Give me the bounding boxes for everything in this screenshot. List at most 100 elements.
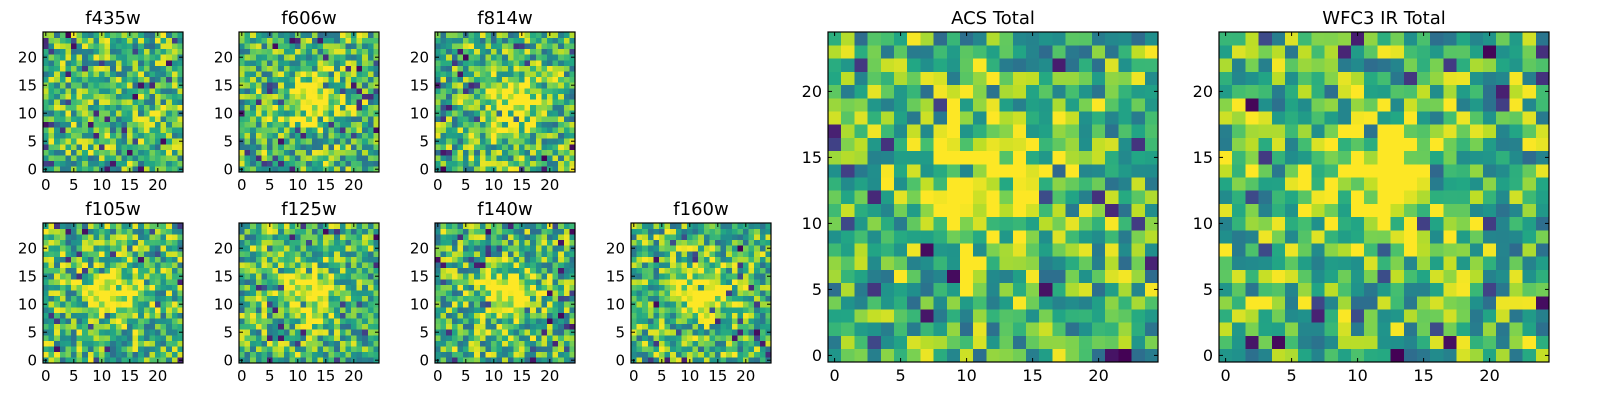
heatmap-cell bbox=[250, 251, 257, 257]
heatmap-cell bbox=[323, 54, 329, 61]
heatmap-cell bbox=[1092, 309, 1106, 323]
heatmap-cell bbox=[65, 121, 72, 128]
heatmap-cell bbox=[138, 93, 145, 100]
heatmap-cell bbox=[261, 144, 268, 150]
heatmap-cell bbox=[496, 335, 503, 341]
axes-frame bbox=[238, 222, 380, 364]
heatmap-cell bbox=[76, 228, 83, 235]
heatmap-cell bbox=[946, 348, 961, 363]
heatmap-cell bbox=[986, 243, 1000, 257]
heatmap-cell bbox=[715, 346, 721, 353]
heatmap-cell bbox=[664, 279, 671, 285]
heatmap-cell bbox=[485, 65, 492, 72]
heatmap-cell bbox=[328, 138, 335, 145]
heatmap-cell bbox=[121, 65, 128, 72]
heatmap-cell bbox=[54, 76, 61, 83]
heatmap-cell bbox=[748, 357, 755, 364]
heatmap-cell bbox=[737, 290, 744, 297]
heatmap-cell bbox=[541, 144, 548, 150]
heatmap-cell bbox=[647, 340, 654, 347]
heatmap-cell bbox=[754, 234, 761, 241]
heatmap-cell bbox=[496, 127, 503, 134]
heatmap-cell bbox=[748, 290, 755, 297]
heatmap-cell bbox=[334, 223, 341, 229]
heatmap-cell bbox=[345, 99, 352, 106]
heatmap-cell bbox=[960, 203, 974, 218]
heatmap-cell bbox=[171, 290, 178, 297]
heatmap-cell bbox=[177, 37, 184, 44]
heatmap-cell bbox=[87, 160, 94, 167]
heatmap-cell bbox=[295, 279, 301, 285]
heatmap-cell bbox=[569, 93, 576, 100]
heatmap-cell bbox=[485, 132, 492, 139]
heatmap-cell bbox=[507, 149, 514, 156]
heatmap-cell bbox=[244, 48, 251, 55]
heatmap-cell bbox=[177, 267, 184, 274]
heatmap-cell bbox=[759, 335, 766, 341]
heatmap-cell bbox=[177, 312, 184, 319]
heatmap-cell bbox=[138, 346, 145, 353]
heatmap-cell bbox=[76, 99, 83, 106]
heatmap-cell bbox=[1065, 348, 1080, 363]
heatmap-cell bbox=[334, 267, 341, 274]
heatmap-cell bbox=[127, 116, 133, 122]
heatmap-cell bbox=[65, 88, 72, 94]
heatmap-cell bbox=[867, 177, 882, 191]
heatmap-cell bbox=[59, 307, 66, 313]
heatmap-cell bbox=[530, 223, 537, 229]
heatmap-cell bbox=[121, 301, 128, 308]
heatmap-cell bbox=[351, 251, 357, 257]
heatmap-cell bbox=[143, 307, 150, 313]
heatmap-cell bbox=[547, 346, 553, 353]
heatmap-cell bbox=[703, 256, 710, 263]
heatmap-cell bbox=[149, 32, 156, 38]
heatmap-cell bbox=[138, 48, 145, 55]
heatmap-cell bbox=[524, 335, 531, 341]
heatmap-cell bbox=[1078, 348, 1093, 363]
heatmap-cell bbox=[328, 239, 335, 246]
heatmap-cell bbox=[110, 228, 117, 235]
heatmap-cell bbox=[479, 351, 486, 358]
heatmap-cell bbox=[631, 284, 637, 291]
heatmap-cell bbox=[552, 267, 559, 274]
heatmap-cell bbox=[160, 312, 167, 319]
heatmap-cell bbox=[765, 223, 772, 229]
heatmap-cell bbox=[43, 228, 49, 235]
heatmap-cell bbox=[457, 138, 464, 145]
heatmap-cell bbox=[261, 290, 268, 297]
heatmap-cell bbox=[99, 93, 105, 100]
heatmap-cell bbox=[166, 245, 173, 252]
heatmap-cell bbox=[681, 273, 688, 280]
heatmap-cell bbox=[48, 251, 55, 257]
heatmap-cell bbox=[76, 256, 83, 263]
heatmap-cell bbox=[999, 309, 1014, 323]
heatmap-cell bbox=[59, 351, 66, 358]
heatmap-cell bbox=[54, 32, 61, 38]
heatmap-cell bbox=[485, 160, 492, 167]
heatmap-cell bbox=[82, 99, 89, 106]
heatmap-cell bbox=[261, 32, 268, 38]
heatmap-cell bbox=[535, 43, 542, 50]
heatmap-cell bbox=[373, 88, 380, 94]
heatmap-cell bbox=[485, 307, 492, 313]
heatmap-cell bbox=[367, 65, 374, 72]
heatmap-cell bbox=[127, 301, 133, 308]
heatmap-cell bbox=[841, 243, 855, 257]
heatmap-cell bbox=[115, 54, 122, 61]
heatmap-cell bbox=[317, 335, 324, 341]
heatmap-cell bbox=[737, 223, 744, 229]
heatmap-cell bbox=[647, 312, 654, 319]
heatmap-cell bbox=[854, 282, 868, 297]
heatmap-cell bbox=[664, 290, 671, 297]
heatmap-cell bbox=[748, 318, 755, 325]
heatmap-cell bbox=[323, 267, 329, 274]
heatmap-cell bbox=[115, 60, 122, 66]
heatmap-cell bbox=[115, 323, 122, 330]
heatmap-cell bbox=[59, 121, 66, 128]
heatmap-cell bbox=[311, 116, 318, 122]
heatmap-cell bbox=[451, 160, 458, 167]
heatmap-cell bbox=[468, 295, 475, 302]
heatmap-cell bbox=[306, 273, 313, 280]
heatmap-cell bbox=[138, 295, 145, 302]
heatmap-cell bbox=[636, 245, 643, 252]
